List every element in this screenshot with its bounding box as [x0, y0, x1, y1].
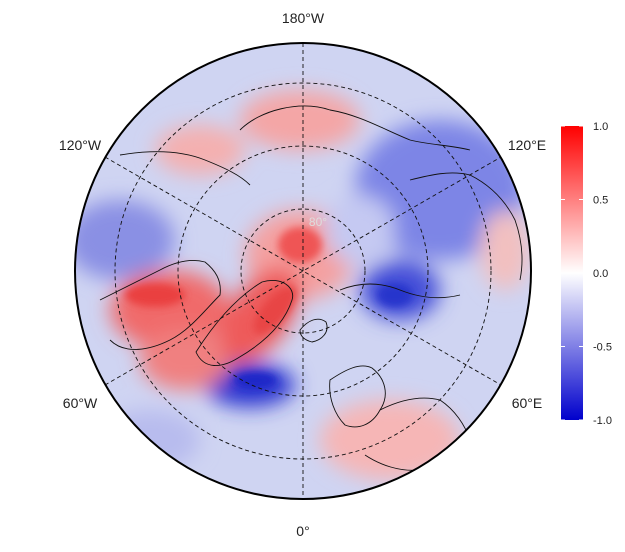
meridian-120w-60e	[104, 156, 502, 386]
anomaly-field	[75, 43, 531, 499]
colorbar-tick-label: 1.0	[593, 121, 608, 133]
latitude-label: 80°	[309, 215, 327, 229]
region-europe-warm	[320, 400, 460, 480]
colorbar-tick-label: 0.5	[593, 195, 608, 207]
meridian-60w-120e	[104, 156, 502, 386]
region-pacific-cold	[75, 200, 175, 280]
colorbar-tick-label: 0.0	[593, 268, 608, 280]
region-ural-cold-core	[377, 283, 413, 307]
map-border	[74, 42, 532, 500]
region-canada-core	[125, 283, 185, 307]
lon-label-lower-left: 60°W	[63, 395, 98, 411]
siberia-coast-outline	[339, 283, 461, 299]
region-iceland-cold-core	[233, 372, 277, 388]
graticule	[104, 43, 502, 499]
region-kara-cold	[325, 195, 395, 265]
greenland-outline	[195, 280, 294, 366]
alaska-outline	[119, 151, 251, 186]
region-siberia-cold	[355, 120, 525, 260]
latitude-circle-80	[240, 208, 366, 334]
colorbar-gradient	[561, 126, 583, 420]
lon-label-bottom: 0°	[296, 523, 309, 539]
colorbar-tick-label: -1.0	[593, 415, 612, 427]
east-asia-outline	[409, 172, 523, 281]
canada-outline	[99, 259, 221, 350]
region-east-asia-warm	[480, 210, 530, 290]
region-alaska-warm	[240, 90, 360, 150]
lon-label-top: 180°W	[282, 10, 325, 26]
field-details	[125, 227, 413, 388]
region-pole-warm-core	[278, 227, 322, 263]
chukotka-outline	[239, 105, 471, 151]
region-labrador-warm	[140, 330, 230, 390]
region-bering-warm	[155, 125, 245, 175]
colorbar-ticks: 1.0 0.5 0.0 -0.5 -1.0	[561, 121, 612, 427]
region-greenland-core	[253, 285, 297, 335]
lon-label-upper-left: 120°W	[59, 137, 102, 153]
lon-label-upper-right: 120°E	[508, 137, 546, 153]
lon-label-lower-right: 60°E	[512, 395, 543, 411]
colorbar: 1.0 0.5 0.0 -0.5 -1.0	[561, 121, 612, 427]
colorbar-tick-label: -0.5	[593, 342, 612, 354]
